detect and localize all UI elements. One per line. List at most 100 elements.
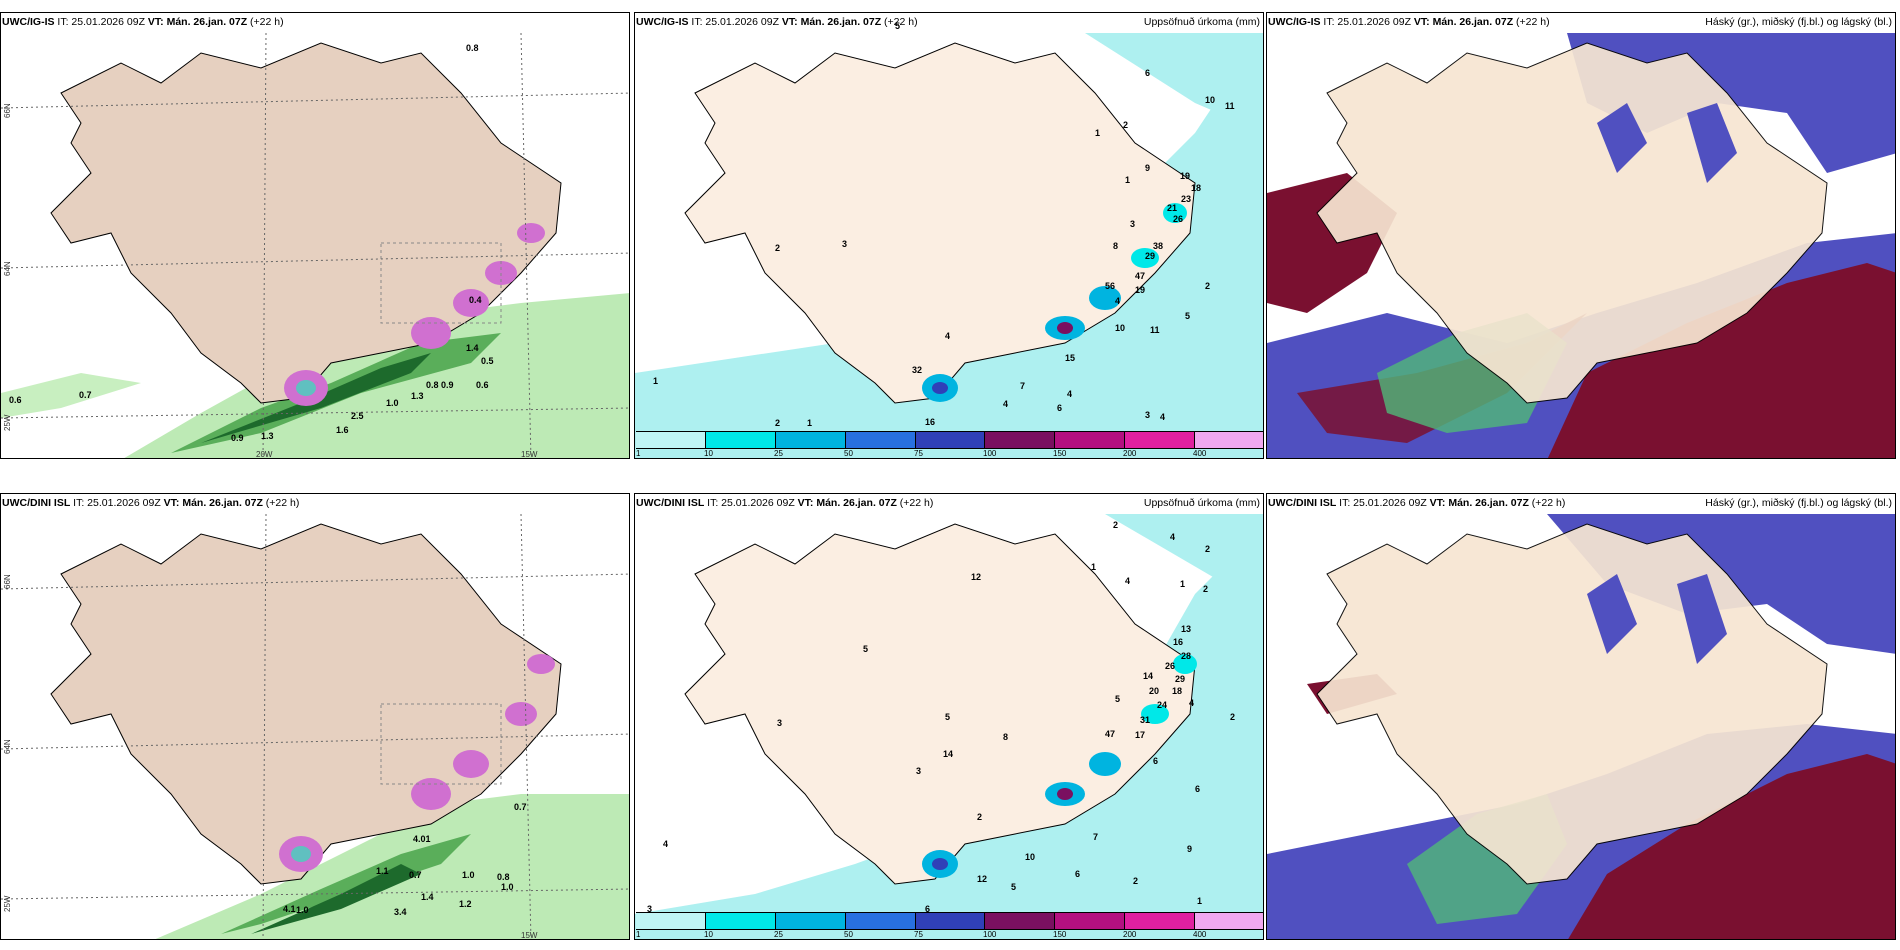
precip-label: 4	[1125, 576, 1131, 586]
colorbar-tick: 1	[636, 930, 641, 939]
precip-label: 4	[945, 331, 951, 341]
wind-label: 0.6	[476, 380, 489, 390]
precip-label: 11	[1150, 325, 1160, 335]
precip-label: 1	[1091, 562, 1097, 572]
colorbar-tick: 1	[636, 449, 641, 458]
precip-label: 12	[971, 572, 982, 582]
wind-label: 0.7	[409, 870, 422, 880]
precip-label: 5	[895, 21, 901, 31]
precip-label: 1	[1095, 128, 1101, 138]
precip-label: 3	[777, 718, 783, 728]
precip-label: 10	[1205, 95, 1216, 105]
panel-title: UWC/DINI ISL IT: 25.01.2026 09Z VT: Mán.…	[1268, 497, 1566, 509]
precip-label: 1	[807, 418, 813, 428]
precip-label: 2	[1205, 281, 1211, 291]
lat-64n-label: 64N	[3, 739, 12, 754]
precip-label: 47	[1135, 271, 1146, 281]
precip-label: 8	[1113, 241, 1119, 251]
colorbar-swatch	[1125, 913, 1196, 929]
colorbar-swatch	[1195, 913, 1263, 929]
precip-label: 47	[1105, 729, 1116, 739]
wind-label: 0.8	[426, 380, 439, 390]
precip-label: 24	[1157, 700, 1168, 710]
colorbar-tick: 75	[914, 449, 923, 458]
colorbar-tick: 10	[704, 449, 713, 458]
wind-label: 0.9	[441, 380, 454, 390]
lat-64n-label: 64N	[3, 261, 12, 276]
panel-title: UWC/DINI ISL IT: 25.01.2026 09Z VT: Mán.…	[636, 497, 934, 509]
precip-title: Uppsöfnuð úrkoma (mm)	[1143, 16, 1260, 28]
precip-label: 4	[1160, 412, 1166, 422]
wind-label: 0.6	[9, 395, 22, 405]
precip-label: 3	[1145, 410, 1151, 420]
precip-label: 29	[1175, 674, 1186, 684]
precip-label: 21	[1167, 203, 1178, 213]
colorbar-tick: 10	[704, 930, 713, 939]
colorbar-swatch	[775, 913, 846, 929]
precip-label: 10	[1115, 323, 1126, 333]
colorbar-swatch	[1125, 432, 1196, 448]
cloud-title: Háský (gr.), miðský (fj.bl.) og lágský (…	[1705, 497, 1892, 509]
precip-label: 20	[1149, 686, 1160, 696]
precip-label: 6	[1153, 756, 1159, 766]
wind-label: 1.3	[261, 431, 274, 441]
wind-label: 4.1	[283, 904, 296, 914]
precip-label: 29	[1145, 251, 1156, 261]
precip-label: 28	[1181, 651, 1192, 661]
precip-label: 4	[1170, 532, 1176, 542]
lon-25w-label: 25W	[3, 414, 12, 431]
wind-label: 1.2	[459, 899, 472, 909]
colorbar-swatch	[915, 913, 986, 929]
precip-label: 15	[1065, 353, 1076, 363]
lat-66n-label: 66N	[3, 574, 12, 589]
colorbar-swatch	[915, 432, 986, 448]
precip-label: 38	[1153, 241, 1164, 251]
wind-label: 1.0	[296, 905, 309, 915]
precip-label: 23	[1181, 194, 1192, 204]
precip-title: Uppsöfnuð úrkoma (mm)	[1143, 497, 1260, 509]
lon-15w-label: 15W	[521, 931, 538, 940]
precip-label: 1	[1125, 175, 1131, 185]
precip-label: 3	[916, 766, 922, 776]
colorbar-swatch	[845, 432, 916, 448]
precip-label: 3	[1130, 219, 1136, 229]
precip-label: 8	[1003, 732, 1009, 742]
colorbar-tick: 75	[914, 930, 923, 939]
precip-label: 6	[1195, 784, 1201, 794]
colorbar-swatch	[985, 432, 1056, 448]
colorbar-tick: 200	[1123, 449, 1137, 458]
precip-label: 5	[945, 712, 951, 722]
colorbar-swatch	[775, 432, 846, 448]
wind-label: 1.4	[421, 892, 434, 902]
precip-label: 1	[653, 376, 659, 386]
precip-label: 12	[977, 874, 988, 884]
wind-map	[1, 494, 629, 939]
precip-label: 5	[863, 644, 869, 654]
precip-colorbar: 1 10 25 50 75 100 150 200 400	[636, 912, 1263, 939]
wind-label: 2.5	[351, 411, 364, 421]
colorbar-swatch	[1055, 432, 1126, 448]
wind-label: 4.01	[413, 834, 431, 844]
wind-label: 1.0	[501, 882, 514, 892]
wind-label: 1.4	[466, 343, 479, 353]
wind-label: 0.5	[481, 356, 494, 366]
precip-label: 9	[1187, 844, 1193, 854]
precip-label: 31	[1140, 715, 1151, 725]
precip-label: 5	[1011, 882, 1017, 892]
precip-label: 3	[842, 239, 848, 249]
colorbar-swatch	[636, 432, 706, 448]
precip-label: 9	[1145, 163, 1151, 173]
precip-label: 6	[925, 904, 931, 914]
cloud-map	[1267, 494, 1895, 939]
precip-map	[635, 494, 1263, 939]
precip-label: 16	[1173, 637, 1184, 647]
precip-label: 4	[1189, 698, 1195, 708]
wind-label: 0.8	[466, 43, 479, 53]
lon-15w-label: 15W	[521, 450, 538, 459]
precip-label: 14	[1143, 671, 1154, 681]
precip-label: 26	[1165, 661, 1176, 671]
colorbar-tick: 400	[1193, 449, 1207, 458]
colorbar-swatch	[705, 913, 776, 929]
precip-label: 5	[1185, 311, 1191, 321]
lat-66n-label: 66N	[3, 103, 12, 118]
